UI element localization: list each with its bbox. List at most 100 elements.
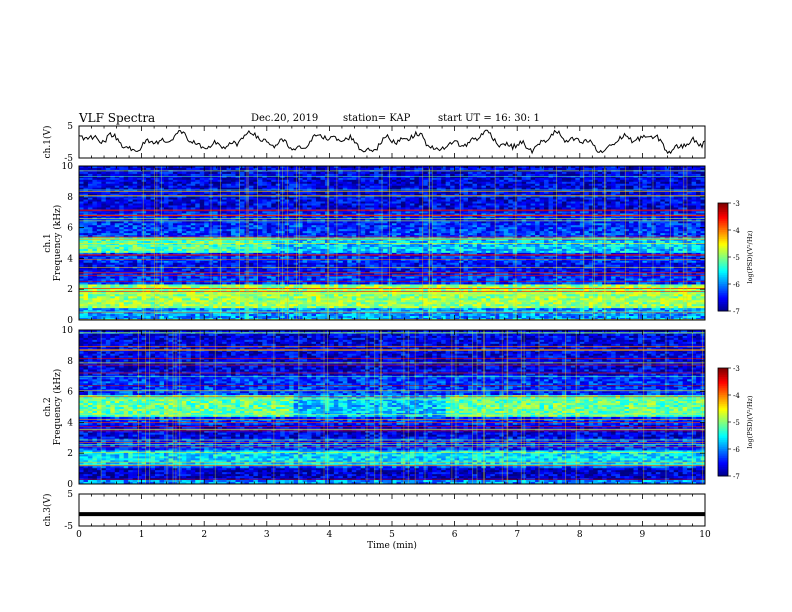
spectrogram-cell	[298, 173, 303, 177]
spectrogram-cell	[539, 207, 545, 210]
spectrogram-cell	[195, 191, 201, 195]
spectrogram-cell	[383, 171, 388, 175]
spectrogram-cell	[369, 167, 375, 171]
spectrogram-cell	[392, 221, 397, 224]
spectrogram-cell	[409, 211, 415, 214]
spectrogram-cell	[499, 201, 505, 204]
spectrogram-cell	[615, 189, 621, 193]
spectrogram-cell	[597, 207, 603, 210]
spectrogram-cell	[584, 173, 590, 177]
spectrogram-cell	[673, 197, 679, 200]
spectrogram-cell	[606, 189, 612, 193]
spectrogram-cell	[517, 213, 523, 216]
spectrogram-cell	[369, 223, 375, 226]
spectrogram-cell	[499, 191, 505, 195]
spectrogram-cell	[526, 167, 532, 171]
spectrogram-cell	[396, 189, 402, 193]
spectrogram-cell	[128, 211, 134, 214]
spectrogram-cell	[566, 179, 572, 183]
spectrogram-cell	[239, 183, 245, 187]
spectrogram-cell	[253, 223, 259, 226]
spectrogram-cell	[83, 167, 89, 171]
spectrogram-cell	[253, 195, 259, 198]
spectrogram-cell	[642, 203, 648, 206]
spectrogram-cell	[342, 211, 348, 214]
spectrogram-cell	[329, 195, 335, 198]
spectrogram-cell	[673, 205, 679, 208]
spectrogram-cell	[423, 219, 429, 222]
spectrogram-cell	[481, 167, 487, 171]
spectrogram-cell	[423, 166, 429, 169]
spectrogram-cell	[472, 213, 478, 216]
spectrogram-cell	[137, 197, 142, 200]
spectrogram-cell	[606, 205, 612, 208]
spectrogram-cell	[660, 191, 666, 195]
spectrogram-cell	[503, 185, 509, 189]
spectrogram-cell	[427, 219, 433, 222]
spectrogram-cell	[92, 167, 98, 171]
spectrogram-cell	[79, 213, 84, 216]
spectrogram-cell	[678, 219, 684, 222]
spectrogram-cell	[186, 167, 192, 171]
spectrogram-cell	[561, 199, 567, 202]
spectrogram-cell	[566, 175, 572, 179]
spectrogram-cell	[378, 187, 384, 191]
spectrogram-cell	[450, 223, 455, 226]
spectrogram-cell	[579, 166, 585, 169]
spectrogram-cell	[235, 189, 241, 193]
spectrogram-cell	[141, 177, 147, 181]
spectrogram-cell	[79, 173, 84, 177]
spectrogram-cell	[584, 179, 590, 183]
spectrogram-cell	[213, 201, 219, 204]
spectrogram-cell	[646, 191, 652, 195]
spectrogram-cell	[146, 185, 151, 189]
spectrogram-cell	[311, 203, 317, 206]
spectrogram-cell	[409, 203, 415, 206]
spectrogram-cell	[298, 191, 303, 195]
spectrogram-cell	[400, 183, 406, 187]
spectrogram-cell	[289, 197, 295, 200]
spectrogram-cell	[405, 211, 411, 214]
spectrogram-cell	[678, 171, 684, 175]
spectrogram-cell	[615, 179, 621, 183]
spectrogram-cell	[105, 203, 111, 206]
spectrogram-cell	[512, 185, 518, 189]
spectrogram-cell	[351, 191, 357, 195]
spectrogram-cell	[642, 183, 648, 187]
spectrogram-cell	[105, 187, 111, 191]
spectrogram-cell	[365, 183, 371, 187]
spectrogram-cell	[101, 173, 107, 177]
spectrogram-cell	[517, 211, 523, 214]
spectrogram-cell	[450, 221, 455, 224]
spectrogram-cell	[628, 175, 634, 179]
spectrogram-cell	[159, 193, 165, 197]
spectrogram-cell	[651, 183, 657, 187]
spectrogram-cell	[307, 195, 312, 198]
spectrogram-cell	[204, 219, 210, 222]
spectrogram-cell	[195, 213, 201, 216]
spectrogram-cell	[490, 175, 496, 179]
spectrogram-cell	[262, 221, 268, 224]
spectrogram-cell	[490, 195, 496, 198]
spectrogram-cell	[168, 197, 174, 200]
spectrogram-cell	[87, 183, 93, 187]
spectrogram-cell	[606, 171, 612, 175]
spectrogram-cell	[521, 213, 527, 216]
spectrogram-cell	[436, 193, 442, 197]
spectrogram-cell	[226, 221, 232, 224]
spectrogram-cell	[615, 219, 621, 222]
spectrogram-cell	[87, 215, 93, 218]
spectrogram-cell	[132, 171, 138, 175]
spectrogram-cell	[691, 175, 697, 179]
spectrogram-cell	[329, 197, 335, 200]
spectrogram-cell	[101, 171, 107, 175]
spectrogram-cell	[423, 183, 429, 187]
spectrogram-cell	[351, 219, 357, 222]
spectrogram-cell	[213, 211, 219, 214]
spectrogram-cell	[620, 195, 625, 198]
spectrogram-cell	[530, 189, 536, 193]
spectrogram-cell	[302, 213, 308, 216]
spectrogram-cell	[79, 219, 84, 222]
spectrogram-cell	[137, 189, 142, 193]
spectrogram-cell	[588, 219, 594, 222]
